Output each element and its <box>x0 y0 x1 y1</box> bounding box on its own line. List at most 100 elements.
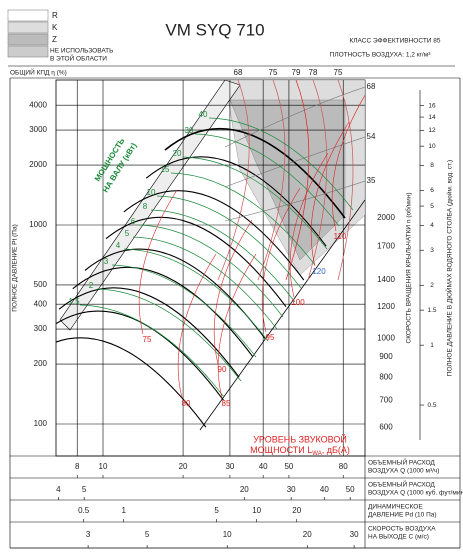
scale-label: ОБЪЕМНЫЙ РАСХОД <box>368 458 435 467</box>
y-tick-label: 3000 <box>29 125 47 134</box>
power-curve <box>132 236 278 330</box>
y-tick-label: 1000 <box>29 220 47 229</box>
power-curve <box>170 172 316 266</box>
efficiency-tick-label: 54 <box>367 132 376 141</box>
power-tick-label: 6 <box>131 217 136 226</box>
inch-tick-label: 16 <box>428 102 436 109</box>
rpm-tick-label: 600 <box>379 422 393 431</box>
power-tick-label: 1.5 <box>68 297 80 306</box>
scale-tick-label: 5 <box>82 485 87 494</box>
efficiency-tick-label: 68 <box>234 68 243 77</box>
sound-tick-label: 95 <box>266 333 275 342</box>
scale-tick-label: 20 <box>240 485 249 494</box>
rpm-curve <box>58 287 240 378</box>
inch-axis-title: ПОЛНОЕ ДАВЛЕНИЕ В ДЮЙМАХ ВОДЯНОГО СТОЛБА… <box>445 160 454 376</box>
scale-tick-label: 1 <box>121 506 126 515</box>
sound-curve <box>310 121 350 267</box>
sound-tick-label: 110 <box>334 232 347 241</box>
efficiency-tick-label: 75 <box>269 68 278 77</box>
zones <box>59 80 365 431</box>
efficiency-curve <box>224 86 365 148</box>
y-tick-label: 2000 <box>29 160 47 169</box>
inch-tick-label: 2 <box>430 282 434 289</box>
sound-curve <box>331 94 365 232</box>
rpm-tick-label: 1000 <box>377 334 395 343</box>
rpm-curve <box>145 156 327 247</box>
scale-tick-label: 20 <box>292 506 301 515</box>
sound-tick-label: 75 <box>143 335 152 344</box>
power-curve <box>150 209 296 303</box>
legend-item: В ЭТОЙ ОБЛАСТИ <box>50 54 107 63</box>
scale-tick-label: 8 <box>75 462 80 471</box>
inch-tick-label: 14 <box>428 114 436 121</box>
sound-curve <box>261 187 301 333</box>
efficiency-tick-label: 75 <box>334 68 343 77</box>
scale-tick-label: 50 <box>284 462 293 471</box>
rpm-curve <box>84 248 266 339</box>
power-curve <box>138 224 284 318</box>
rpm-curve <box>56 337 207 428</box>
rpm-curve <box>72 266 254 358</box>
rpm-curve <box>105 216 287 308</box>
power-curve <box>182 156 328 250</box>
rpm-tick-label: 800 <box>379 372 393 381</box>
power-curve <box>194 133 340 227</box>
chart-title: VM SYQ 710 <box>165 20 264 39</box>
power-tick-label: 2 <box>89 281 94 290</box>
power-tick-label: 40 <box>199 110 208 119</box>
inch-tick-label: 6 <box>430 187 434 194</box>
inch-tick-label: 1 <box>430 342 434 349</box>
scale-tick-label: 40 <box>320 485 329 494</box>
sound-label: МОЩНОСТИ LWA, дБ(А) <box>250 445 350 456</box>
legend-item: НЕ ИСПОЛЬЗОВАТЬ <box>50 48 113 55</box>
scale-label: СКОРОСТЬ ВОЗДУХА <box>368 526 436 533</box>
y-tick-label: 4000 <box>29 100 47 109</box>
scale-tick-label: 80 <box>339 462 348 471</box>
scale-tick-label: 10 <box>252 506 261 515</box>
scale-tick-label: 50 <box>346 485 355 494</box>
sound-curve <box>213 219 253 365</box>
inch-tick-label: 4 <box>430 222 434 229</box>
power-tick-label: 15 <box>161 165 170 174</box>
inch-tick-label: 5 <box>430 203 434 210</box>
scale-label: ДАВЛЕНИЕ Pd (10 Па) <box>368 512 437 519</box>
efficiency-curve <box>217 80 250 281</box>
inch-tick-label: 8 <box>430 162 434 169</box>
scale-tick-label: 10 <box>99 462 108 471</box>
legend-swatch <box>7 45 49 58</box>
efficiency-curve <box>337 80 354 281</box>
efficiency-class: КЛАСС ЭФФЕКТИВНОСТИ 85 <box>350 38 441 45</box>
legend-swatch <box>7 9 49 22</box>
efficiency-tick-label: 78 <box>309 68 318 77</box>
scale-tick-label: 5 <box>214 506 219 515</box>
sound-tick-label: 85 <box>222 399 231 408</box>
rpm-curve <box>123 190 305 281</box>
y-axis-title: ПОЛНОЕ ДАВЛЕНИЕ Pt (Па) <box>12 224 19 311</box>
efficiency-tick-label: 35 <box>367 176 376 185</box>
scale-tick-label: 20 <box>179 462 188 471</box>
scale-tick-label: 20 <box>303 530 312 539</box>
efficiency-curve <box>224 180 365 222</box>
sound-curve <box>217 253 257 399</box>
power-curve <box>96 288 242 382</box>
power-tick-label: 10 <box>147 188 156 197</box>
legend-item: R <box>52 11 58 20</box>
power-curve <box>156 195 302 289</box>
rpm-tick-label: 1700 <box>377 241 395 250</box>
sound-label-part: , дБ(А) <box>322 445 350 455</box>
legend-swatch <box>7 21 49 34</box>
scale-tick-label: 30 <box>225 462 234 471</box>
scale-label: ДИНАМИЧЕСКОЕ <box>368 504 423 511</box>
rpm-tick-label: 2000 <box>377 213 395 222</box>
rpm-tick-label: 900 <box>379 352 393 361</box>
inch-tick-label: 12 <box>428 127 436 134</box>
inch-tick-label: 1.5 <box>427 307 436 314</box>
sound-curve <box>138 189 178 335</box>
sound-tick-label: 80 <box>182 399 191 408</box>
power-curve <box>123 248 269 342</box>
legend-swatch <box>7 33 49 46</box>
sound-label: УРОВЕНЬ ЗВУКОВОЙ <box>253 433 347 444</box>
rpm-tick-label: 1200 <box>377 302 395 311</box>
sound-curve <box>289 152 329 298</box>
inch-tick-label: 0.5 <box>427 402 436 409</box>
